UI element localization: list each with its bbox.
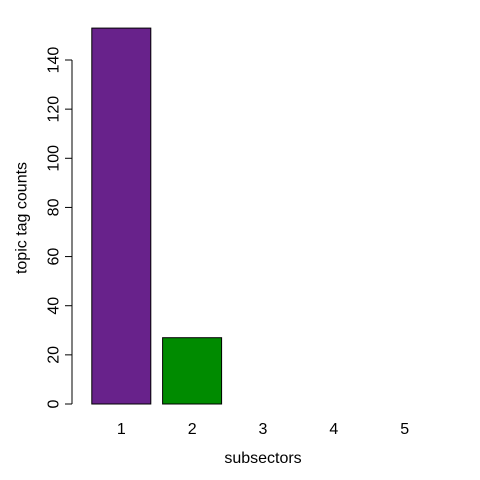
y-tick-label: 120 (46, 96, 63, 123)
y-tick-label: 20 (46, 346, 63, 364)
x-tick-label: 4 (329, 421, 338, 438)
bar-1 (91, 27, 152, 405)
y-tick-label: 0 (46, 399, 63, 408)
x-tick-label: 1 (117, 421, 126, 438)
y-tick-label: 60 (46, 248, 63, 266)
x-tick-label: 5 (400, 421, 409, 438)
bars-group (91, 27, 223, 405)
x-tick-label: 2 (188, 421, 197, 438)
y-tick-label: 100 (46, 145, 63, 172)
x-axis: 1 2 3 4 5 (117, 421, 409, 438)
y-tick-label: 40 (46, 297, 63, 315)
y-axis: 0 20 40 60 80 100 120 140 (46, 47, 73, 408)
y-tick-label: 140 (46, 47, 63, 74)
x-tick-label: 3 (259, 421, 268, 438)
x-axis-title: subsectors (224, 450, 301, 467)
bar-2 (162, 337, 223, 405)
y-axis-title: topic tag counts (14, 162, 31, 274)
y-tick-label: 80 (46, 198, 63, 216)
